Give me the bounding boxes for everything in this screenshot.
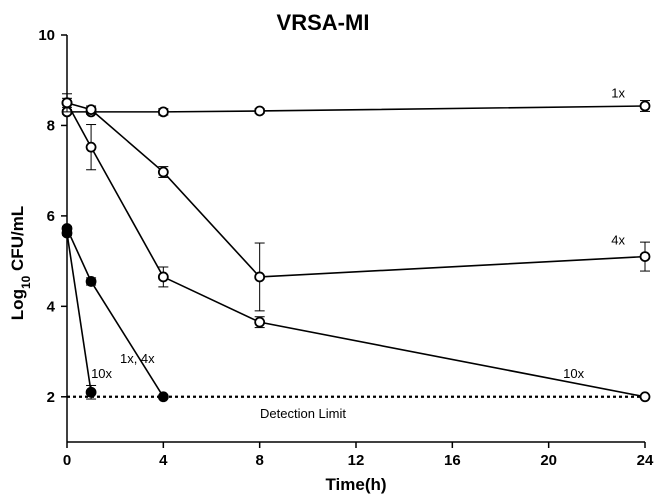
annotation: 10x bbox=[563, 366, 584, 381]
y-tick-label: 10 bbox=[38, 27, 55, 44]
x-tick-label: 8 bbox=[255, 452, 263, 469]
data-point bbox=[254, 316, 266, 328]
data-point bbox=[639, 251, 651, 262]
y-tick-label: 4 bbox=[47, 298, 56, 315]
series-layer bbox=[61, 93, 651, 403]
series-4 bbox=[61, 223, 169, 403]
x-tick-label: 16 bbox=[444, 452, 461, 469]
series-1 bbox=[61, 100, 651, 118]
y-axis-label-sub: 10 bbox=[19, 275, 33, 289]
data-point bbox=[157, 391, 169, 403]
annotation: 1x, 4x bbox=[120, 351, 155, 366]
data-point bbox=[639, 100, 651, 112]
x-tick-label: 24 bbox=[637, 452, 654, 469]
annotations: 1x 4x 10x 1x, 4x 10x bbox=[91, 85, 625, 380]
data-point bbox=[85, 141, 97, 153]
series-2 bbox=[61, 97, 651, 312]
x-tick-label: 4 bbox=[159, 452, 168, 469]
series-line bbox=[66, 102, 646, 278]
y-axis-label: Log10 CFU/mL bbox=[8, 206, 33, 320]
x-tick-label: 20 bbox=[540, 452, 557, 469]
data-point bbox=[85, 104, 97, 116]
annotation: 4x bbox=[611, 232, 625, 247]
detection-limit: Detection Limit bbox=[67, 395, 645, 421]
series-3 bbox=[61, 93, 651, 403]
data-point bbox=[254, 105, 266, 117]
data-point bbox=[61, 97, 73, 109]
y-tick-label: 2 bbox=[47, 389, 55, 406]
data-point bbox=[61, 227, 73, 239]
chart-title: VRSA-MI bbox=[277, 10, 370, 35]
y-tick-label: 8 bbox=[47, 117, 55, 134]
data-point bbox=[85, 276, 97, 287]
data-point bbox=[157, 271, 169, 283]
data-point bbox=[85, 386, 97, 398]
y-axis-label-rest: CFU/mL bbox=[8, 206, 27, 276]
x-axis-label: Time(h) bbox=[325, 475, 386, 494]
series-line bbox=[67, 105, 646, 113]
series-5 bbox=[61, 227, 97, 400]
data-point bbox=[157, 106, 169, 118]
series-line bbox=[66, 228, 165, 398]
x-tick-label: 0 bbox=[63, 452, 71, 469]
x-tick-label: 12 bbox=[348, 452, 365, 469]
detection-limit-label: Detection Limit bbox=[260, 406, 346, 421]
data-point bbox=[157, 166, 169, 178]
y-tick-label: 6 bbox=[47, 208, 55, 225]
annotation: 1x bbox=[611, 85, 625, 100]
data-point bbox=[639, 391, 651, 403]
y-axis-label-main: Log bbox=[8, 289, 27, 320]
annotation: 10x bbox=[91, 366, 112, 381]
series-line bbox=[66, 232, 92, 393]
data-point bbox=[254, 271, 266, 283]
